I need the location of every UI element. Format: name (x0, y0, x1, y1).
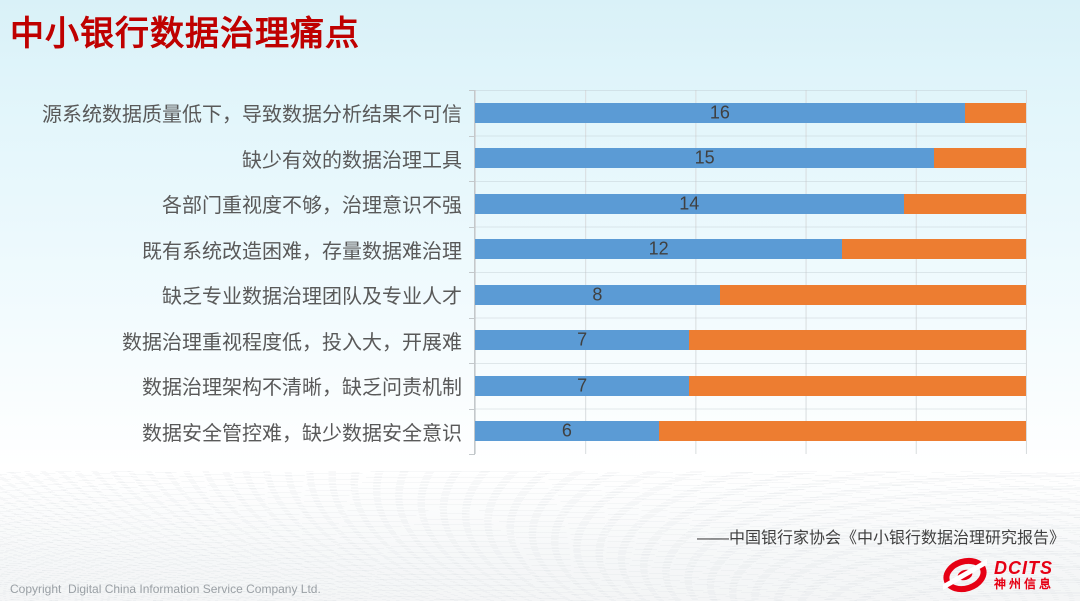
bar-row: 8 (475, 272, 1026, 318)
bar-segment-orange (689, 330, 1026, 351)
bar-row: 12 (475, 227, 1026, 273)
category-label: 各部门重视度不够，治理意识不强 (162, 195, 462, 218)
category-label: 源系统数据质量低下，导致数据分析结果不可信 (42, 104, 462, 127)
category-label: 数据治理重视程度低，投入大，开展难 (122, 331, 462, 354)
dcits-logo: DCITS 神州信息 (942, 555, 1054, 595)
bar-rows: 16 15 14 12 8 7 7 6 (475, 90, 1026, 454)
pain-points-bar-chart: 源系统数据质量低下，导致数据分析结果不可信缺少有效的数据治理工具各部门重视度不够… (6, 90, 1027, 455)
bar-segment-blue: 14 (475, 193, 904, 214)
axis-tick (469, 317, 475, 319)
bar-segment-blue: 16 (475, 102, 965, 123)
logo-brand: DCITS (993, 558, 1053, 579)
bar-segment-orange (964, 102, 1026, 123)
logo-brand-cn: 神州信息 (993, 577, 1054, 592)
bar-segment-orange (719, 284, 1026, 305)
bar-segment-orange (842, 239, 1026, 260)
value-label: 6 (561, 420, 572, 441)
axis-tick (469, 226, 475, 228)
axis-tick (469, 135, 475, 137)
bar-row: 7 (475, 318, 1026, 364)
axis-tick (469, 454, 475, 455)
bar-segment-blue: 12 (475, 238, 843, 260)
axis-tick (469, 408, 475, 410)
axis-tick (469, 181, 475, 182)
page-title: 中小银行数据治理痛点 (10, 15, 360, 53)
category-label: 既有系统改造困难，存量数据难治理 (142, 240, 462, 263)
source-citation: ——中国银行家协会《中小银行数据治理研究报告》 (696, 530, 1065, 547)
axis-tick (469, 272, 475, 273)
bar-row: 14 (475, 181, 1026, 227)
bar-segment-blue: 8 (475, 284, 720, 305)
bar-segment-orange (689, 375, 1026, 396)
category-axis-labels: 源系统数据质量低下，导致数据分析结果不可信缺少有效的数据治理工具各部门重视度不够… (6, 90, 474, 454)
value-label: 12 (648, 238, 669, 259)
bar-segment-blue: 6 (475, 420, 659, 442)
value-label: 7 (577, 375, 588, 396)
category-label: 缺少有效的数据治理工具 (242, 149, 462, 172)
category-label: 缺乏专业数据治理团队及专业人才 (162, 286, 462, 309)
category-label: 数据安全管控难，缺少数据安全意识 (142, 422, 462, 445)
axis-tick (469, 90, 475, 91)
plot-area: 16 15 14 12 8 7 7 6 (469, 90, 1027, 455)
bar-segment-orange (903, 193, 1026, 214)
axis-tick (469, 363, 475, 364)
logo-text: DCITS 神州信息 (994, 559, 1054, 590)
value-label: 16 (709, 102, 730, 123)
swirl-logo-icon (942, 557, 987, 593)
bar-row: 16 (475, 90, 1026, 136)
bar-segment-orange (934, 148, 1026, 169)
bar-segment-blue: 15 (475, 147, 935, 169)
value-label: 14 (679, 193, 700, 214)
bar-segment-blue: 7 (475, 375, 690, 396)
copyright-text: Copyright Digital China Information Serv… (10, 582, 321, 596)
bar-row: 7 (475, 363, 1026, 409)
bar-row: 15 (475, 136, 1026, 182)
value-label: 7 (577, 329, 588, 350)
bar-segment-orange (658, 421, 1026, 442)
bar-segment-blue: 7 (475, 329, 690, 351)
value-label: 15 (694, 147, 715, 168)
bar-row: 6 (475, 409, 1026, 455)
value-label: 8 (592, 284, 603, 305)
category-label: 数据治理架构不清晰，缺乏问责机制 (142, 377, 462, 400)
